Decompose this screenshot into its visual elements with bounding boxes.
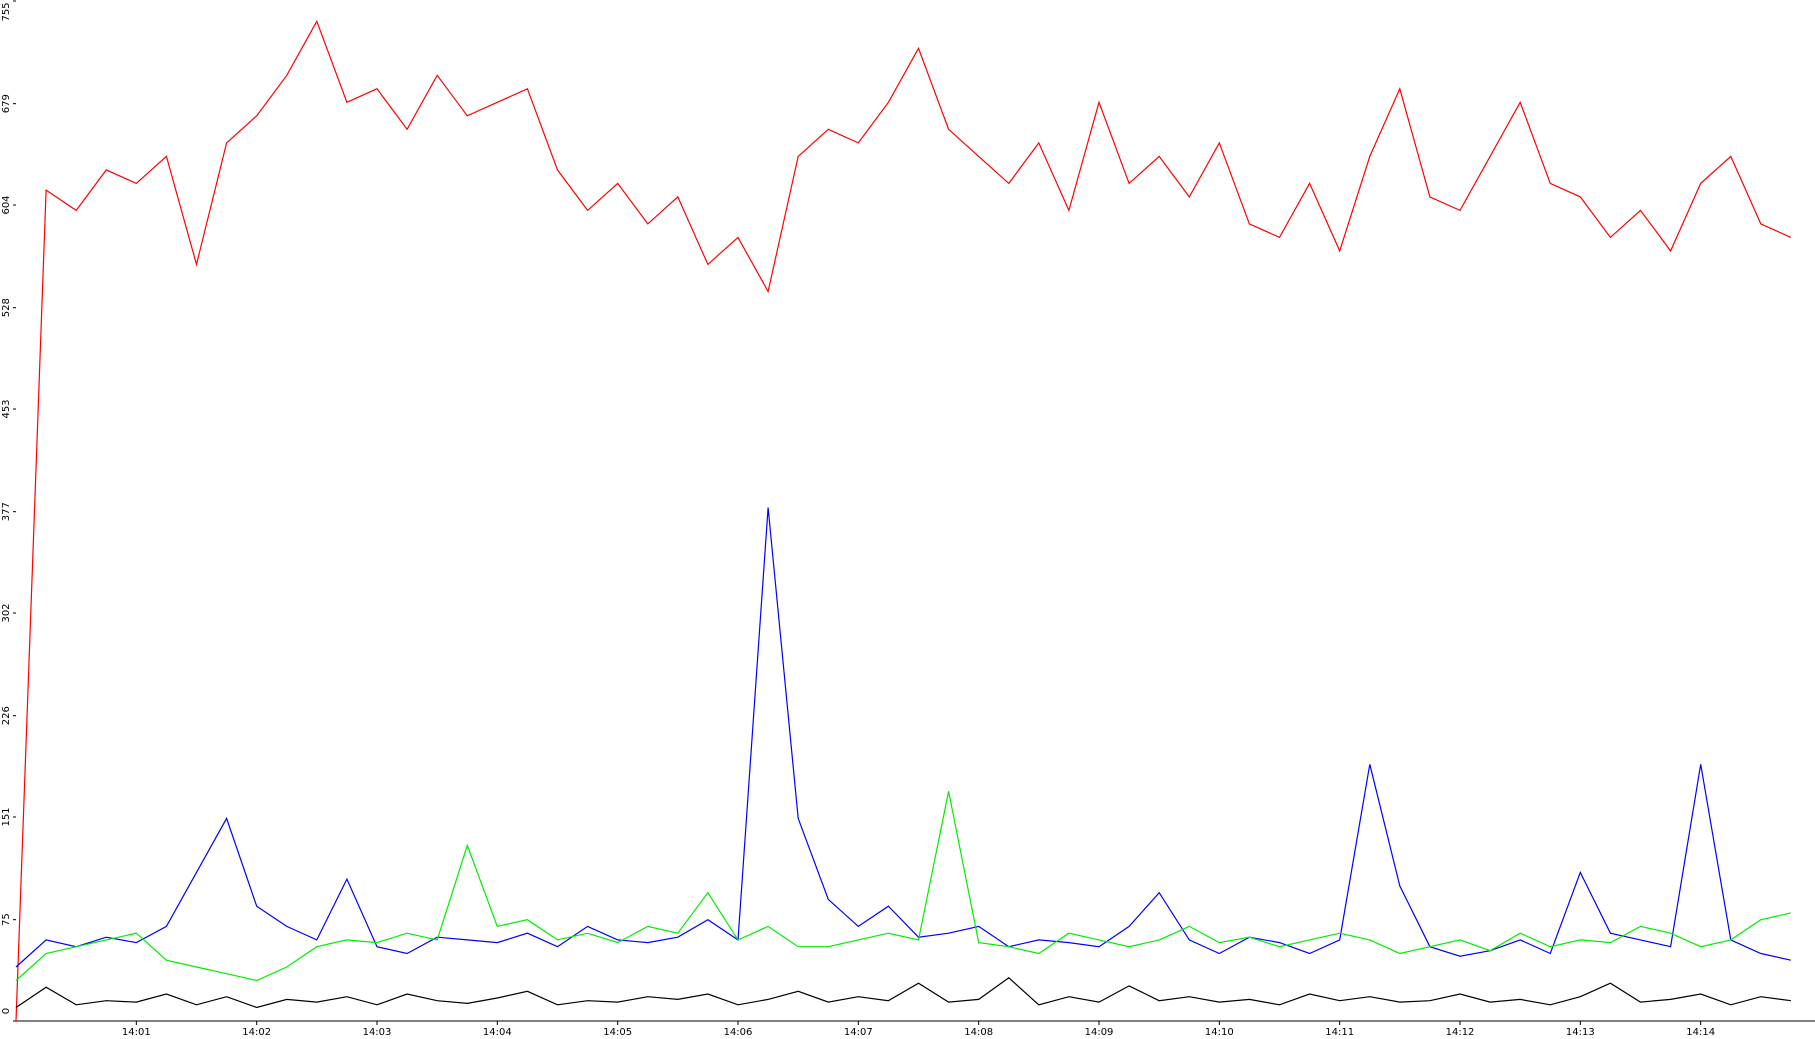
x-tick-label: 14:05 <box>603 1027 632 1038</box>
x-tick-label: 14:07 <box>844 1027 873 1038</box>
y-tick-label: 0 <box>1 1008 12 1014</box>
y-tick-label: 755 <box>1 2 12 21</box>
y-tick-label: 226 <box>1 706 12 725</box>
x-tick-label: 14:08 <box>964 1027 993 1038</box>
y-tick-label: 453 <box>1 399 12 418</box>
series-line <box>15 977 1791 1009</box>
x-tick-label: 14:11 <box>1325 1027 1354 1038</box>
y-tick-label: 679 <box>1 94 12 113</box>
series-line <box>15 507 1792 968</box>
y-tick-label: 604 <box>1 195 12 214</box>
y-tick-label: 151 <box>1 807 12 826</box>
y-tick-label: 302 <box>1 603 12 622</box>
x-tick-label: 14:04 <box>483 1027 512 1038</box>
x-tick-label: 14:03 <box>363 1027 392 1038</box>
y-tick-label: 528 <box>1 298 12 317</box>
x-tick-label: 14:02 <box>242 1027 271 1038</box>
series-line <box>15 19 1792 1022</box>
x-tick-label: 14:10 <box>1205 1027 1234 1038</box>
x-tick-label: 14:09 <box>1085 1027 1114 1038</box>
x-tick-label: 14:01 <box>122 1027 151 1038</box>
x-tick-label: 14:06 <box>724 1027 753 1038</box>
y-tick-label: 377 <box>1 502 12 521</box>
y-tick-label: 75 <box>1 913 12 926</box>
x-tick-label: 14:12 <box>1446 1027 1475 1038</box>
series-line <box>15 791 1792 982</box>
x-tick-label: 14:13 <box>1566 1027 1595 1038</box>
x-tick-label: 14:14 <box>1686 1027 1715 1038</box>
